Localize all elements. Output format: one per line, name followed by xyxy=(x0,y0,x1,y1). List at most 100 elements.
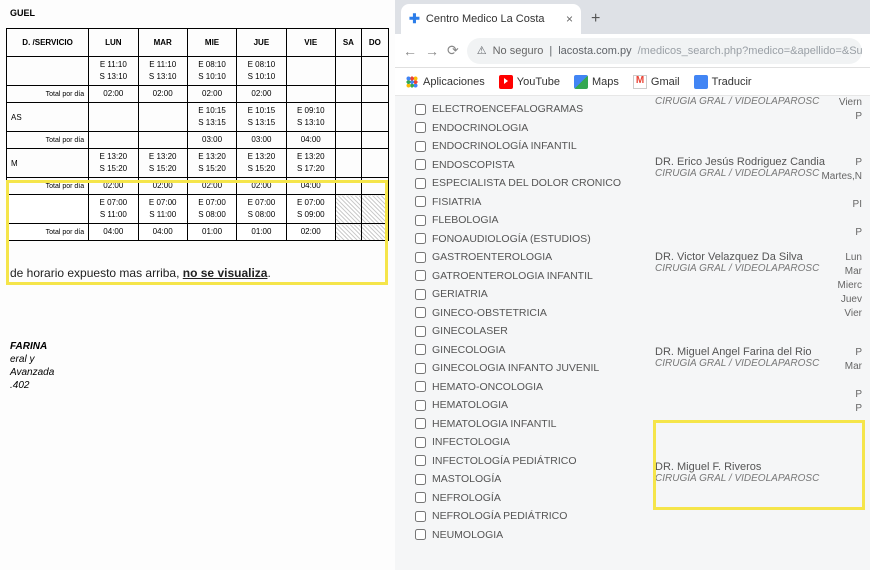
specialty-checkbox[interactable] xyxy=(415,252,426,263)
specialty-row[interactable]: FLEBOLOGIA xyxy=(415,211,647,230)
url-input[interactable]: ⚠ No seguro | lacosta.com.py/medicos_sea… xyxy=(467,38,862,64)
doctor-times: PMarPP xyxy=(845,346,862,416)
specialty-checkbox[interactable] xyxy=(415,307,426,318)
specialty-row[interactable]: GINECOLASER xyxy=(415,322,647,341)
bookmarks-bar: Aplicaciones YouTube Maps Gmail Traducir xyxy=(395,68,870,96)
close-icon[interactable]: × xyxy=(566,12,573,26)
specialty-row[interactable]: FONOAUDIOLOGÍA (ESTUDIOS) xyxy=(415,230,647,249)
specialty-row[interactable]: INFECTOLOGÍA PEDIÁTRICO xyxy=(415,452,647,471)
specialty-checkbox[interactable] xyxy=(415,159,426,170)
specialty-checkbox[interactable] xyxy=(415,178,426,189)
specialty-row[interactable]: ENDOCRINOLOGIA xyxy=(415,119,647,138)
specialty-label: ESPECIALISTA DEL DOLOR CRONICO xyxy=(432,177,621,189)
specialty-checkbox[interactable] xyxy=(415,270,426,281)
bookmark-translate[interactable]: Traducir xyxy=(694,75,752,89)
cell xyxy=(361,195,388,224)
specialty-checkbox[interactable] xyxy=(415,492,426,503)
row-label: Total por día xyxy=(7,224,89,241)
cell: 02:00 xyxy=(89,86,138,103)
tab-title: Centro Medico La Costa xyxy=(426,13,545,25)
specialty-checkbox[interactable] xyxy=(415,363,426,374)
specialty-row[interactable]: NEFROLOGÍA PEDIÁTRICO xyxy=(415,507,647,526)
specialty-checkbox[interactable] xyxy=(415,381,426,392)
cell: E 08:10S 10:10 xyxy=(237,57,286,86)
specialty-label: GERIATRIA xyxy=(432,288,488,300)
cell xyxy=(361,224,388,241)
specialty-checkbox[interactable] xyxy=(415,104,426,115)
specialty-row[interactable]: GINECOLOGIA xyxy=(415,341,647,360)
cell: 04:00 xyxy=(89,224,138,241)
specialty-checkbox[interactable] xyxy=(415,122,426,133)
specialty-checkbox[interactable] xyxy=(415,437,426,448)
cell: 03:00 xyxy=(187,132,236,149)
cell xyxy=(361,103,388,132)
new-tab-button[interactable]: + xyxy=(581,10,610,34)
bookmark-gmail[interactable]: Gmail xyxy=(633,75,680,89)
doctor-block[interactable]: CIRUGIA GRAL / VIDEOLAPAROSCViernP xyxy=(655,96,866,107)
specialty-checkbox[interactable] xyxy=(415,215,426,226)
doctor-name: DR. Miguel Angel Farina del Rio xyxy=(655,346,866,358)
specialty-checkbox[interactable] xyxy=(415,474,426,485)
bookmark-maps[interactable]: Maps xyxy=(574,75,619,89)
row-label: M xyxy=(7,149,89,178)
specialty-checkbox[interactable] xyxy=(415,344,426,355)
specialty-checkbox[interactable] xyxy=(415,289,426,300)
cell: 02:00 xyxy=(237,86,286,103)
sig-line3: Avanzada xyxy=(10,366,389,379)
row-label: Total por día xyxy=(7,178,89,195)
specialty-row[interactable]: GERIATRIA xyxy=(415,285,647,304)
specialty-checkbox[interactable] xyxy=(415,455,426,466)
bookmark-apps[interactable]: Aplicaciones xyxy=(405,75,485,89)
specialty-row[interactable]: ENDOSCOPISTA xyxy=(415,156,647,175)
doctor-name: DR. Victor Velazquez Da Silva xyxy=(655,251,866,263)
col-header: LUN xyxy=(89,29,138,57)
cell: E 11:10S 13:10 xyxy=(89,57,138,86)
specialty-row[interactable]: FISIATRIA xyxy=(415,193,647,212)
cell: E 13:20S 15:20 xyxy=(237,149,286,178)
back-icon[interactable]: ← xyxy=(403,43,417,59)
specialty-row[interactable]: ENDOCRINOLOGÍA INFANTIL xyxy=(415,137,647,156)
reload-icon[interactable]: ⟳ xyxy=(447,42,459,59)
schedule-table: D. /SERVICIOLUNMARMIEJUEVIESADO E 11:10S… xyxy=(6,28,389,241)
specialty-row[interactable]: GINECOLOGIA INFANTO JUVENIL xyxy=(415,359,647,378)
specialty-row[interactable]: GATROENTEROLOGIA INFANTIL xyxy=(415,267,647,286)
specialty-label: INFECTOLOGÍA PEDIÁTRICO xyxy=(432,455,577,467)
specialty-checkbox[interactable] xyxy=(415,418,426,429)
doctor-block[interactable]: DR. Erico Jesús Rodriguez CandiaCIRUGIA … xyxy=(655,156,866,179)
cell: 04:00 xyxy=(138,224,187,241)
forward-icon[interactable]: → xyxy=(425,43,439,59)
bookmark-youtube[interactable]: YouTube xyxy=(499,75,560,89)
specialty-checkbox[interactable] xyxy=(415,529,426,540)
specialty-row[interactable]: GINECO-OBSTETRICIA xyxy=(415,304,647,323)
cell: 02:00 xyxy=(237,178,286,195)
doctor-block[interactable]: DR. Miguel F. RiverosCIRUGIA GRAL / VIDE… xyxy=(655,461,866,484)
specialty-row[interactable]: INFECTOLOGIA xyxy=(415,433,647,452)
specialty-checkbox[interactable] xyxy=(415,400,426,411)
specialty-checkbox[interactable] xyxy=(415,141,426,152)
specialty-row[interactable]: HEMATOLOGIA INFANTIL xyxy=(415,415,647,434)
cell: E 07:00S 08:00 xyxy=(187,195,236,224)
cell xyxy=(138,132,187,149)
cell xyxy=(335,224,361,241)
specialty-row[interactable]: MASTOLOGÍA xyxy=(415,470,647,489)
specialty-row[interactable]: HEMATO-ONCOLOGIA xyxy=(415,378,647,397)
cell: 02:00 xyxy=(286,224,335,241)
doctor-block[interactable]: DR. Victor Velazquez Da SilvaCIRUGIA GRA… xyxy=(655,251,866,274)
specialty-label: GINECOLOGIA xyxy=(432,344,506,356)
specialty-row[interactable]: ESPECIALISTA DEL DOLOR CRONICO xyxy=(415,174,647,193)
specialty-checkbox[interactable] xyxy=(415,511,426,522)
specialty-checkbox[interactable] xyxy=(415,326,426,337)
insecure-label: No seguro xyxy=(493,45,544,57)
doctor-block[interactable]: DR. Miguel Angel Farina del RioCIRUGIA G… xyxy=(655,346,866,369)
browser-tab[interactable]: ✚ Centro Medico La Costa × xyxy=(401,4,581,34)
specialty-row[interactable]: NEFROLOGÍA xyxy=(415,489,647,508)
specialty-row[interactable]: ELECTROENCEFALOGRAMAS xyxy=(415,100,647,119)
specialty-row[interactable]: GASTROENTEROLOGIA xyxy=(415,248,647,267)
col-header: DO xyxy=(361,29,388,57)
specialty-row[interactable]: NEUMOLOGIA xyxy=(415,526,647,545)
specialty-checkbox[interactable] xyxy=(415,233,426,244)
sig-line4: .402 xyxy=(10,379,389,392)
cell: E 07:00S 11:00 xyxy=(89,195,138,224)
specialty-row[interactable]: HEMATOLOGIA xyxy=(415,396,647,415)
specialty-checkbox[interactable] xyxy=(415,196,426,207)
